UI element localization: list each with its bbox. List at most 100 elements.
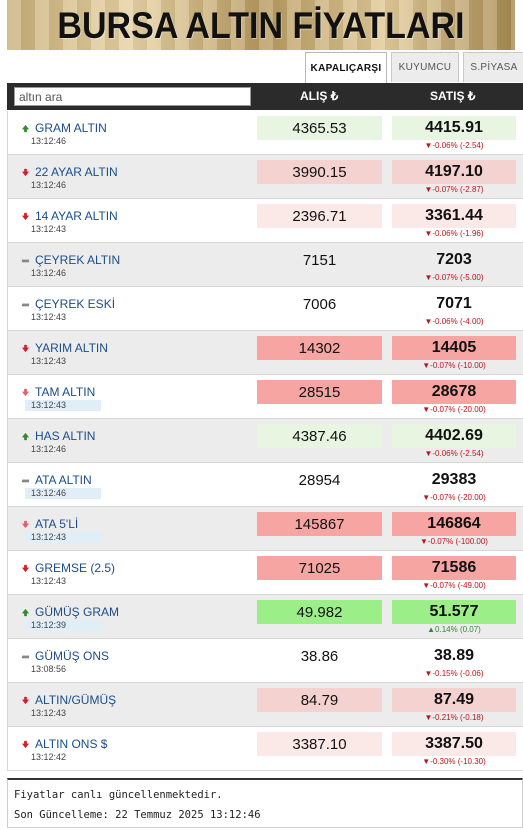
table-row[interactable]: GREMSE (2.5) 13:12:43 71025 71586 ▼-0.07% (-… — [7, 551, 523, 595]
buy-price: 7006 — [302, 295, 337, 313]
table-row[interactable]: ATA ALTIN 13:12:46 28954 29383 ▼-0.07% (-20.… — [7, 463, 523, 507]
update-time: 13:12:46 — [31, 444, 67, 454]
row-border — [7, 111, 8, 154]
row-border — [7, 199, 8, 242]
buy-price: 3387.10 — [257, 732, 382, 756]
sell-price: 7203 — [436, 251, 472, 268]
row-border — [7, 155, 8, 198]
buy-price: 4387.46 — [257, 424, 382, 448]
table-row[interactable]: ÇEYREK ALTIN 13:12:46 7151 7203 ▼-0.07% (-5.… — [7, 243, 523, 287]
buy-price: 49.982 — [257, 600, 382, 624]
item-name[interactable]: GÜMÜŞ ONS — [35, 649, 110, 663]
change-indicator: ▼-0.06% (-2.54) — [424, 141, 484, 150]
tab-kapalicarsi[interactable]: KAPALIÇARŞI — [305, 52, 387, 83]
buy-price: 3990.15 — [257, 160, 382, 184]
update-time: 13:12:43 — [31, 356, 67, 366]
item-name[interactable]: GREMSE (2.5) — [35, 561, 116, 575]
footer: Fiyatlar canlı güncellenmektedir. Son Gü… — [7, 778, 523, 828]
update-time: 13:12:43 — [25, 400, 101, 411]
change-indicator: ▼-0.07% (-10.00) — [422, 361, 486, 370]
table-row[interactable]: TAM ALTIN 13:12:43 28515 28678 ▼-0.07% (-20.… — [7, 375, 523, 419]
table-row[interactable]: ÇEYREK ESKİ 13:12:43 7006 7071 ▼-0.06% (-4.0… — [7, 287, 523, 331]
table-header: ALIŞ ₺ SATIŞ ₺ — [7, 83, 523, 110]
buy-price: 28515 — [257, 380, 382, 404]
item-name[interactable]: 22 AYAR ALTIN — [35, 165, 118, 179]
change-indicator: ▼-0.07% (-49.00) — [422, 581, 486, 590]
table-row[interactable]: ALTIN/GÜMÜŞ 13:12:43 84.79 87.49 ▼-0.21% (-0… — [7, 683, 523, 727]
buy-price: 145867 — [257, 512, 382, 536]
sell-price: 146864 — [392, 512, 516, 536]
tab-serbest-piyasa[interactable]: S.PİYASA — [463, 52, 523, 82]
down-arrow-icon — [21, 344, 30, 353]
update-time: 13:12:43 — [31, 224, 67, 234]
down-arrow-icon — [21, 168, 30, 177]
item-name[interactable]: 14 AYAR ALTIN — [35, 209, 118, 223]
tab-kuyumcu[interactable]: KUYUMCU — [391, 52, 459, 82]
down-arrow-icon — [21, 212, 30, 221]
sell-price: 51.577 — [392, 600, 516, 624]
table-row[interactable]: ALTIN ONS $13:12:42 3387.10 3387.50 ▼-0.30%… — [7, 727, 523, 771]
item-name[interactable]: ATA ALTIN — [35, 473, 92, 487]
sell-price: 29383 — [431, 471, 477, 488]
sell-price: 7071 — [436, 295, 472, 312]
item-name[interactable]: TAM ALTIN — [35, 385, 96, 399]
update-time: 13:12:43 — [31, 708, 67, 718]
buy-price: 84.79 — [257, 688, 382, 712]
item-name[interactable]: ÇEYREK ALTIN — [35, 253, 121, 267]
update-time: 13:12:43 — [25, 532, 101, 543]
table-row[interactable]: YARIM ALTIN 13:12:43 14302 14405 ▼-0.07% (-1… — [7, 331, 523, 375]
buy-price: 7151 — [302, 251, 337, 269]
sell-price: 71586 — [392, 556, 516, 580]
change-indicator: ▼-0.30% (-10.30) — [422, 757, 486, 766]
down-arrow-icon — [21, 564, 30, 573]
sell-price: 3387.50 — [392, 732, 516, 756]
up-arrow-icon — [21, 432, 30, 441]
sell-column-header: SATIŞ ₺ — [430, 89, 476, 103]
flat-dash-icon — [21, 655, 30, 659]
sell-price: 3361.44 — [392, 204, 516, 228]
change-indicator: ▼-0.15% (-0.06) — [424, 669, 484, 678]
update-time: 13:12:46 — [31, 180, 67, 190]
change-indicator: ▼-0.07% (-5.00) — [424, 273, 484, 282]
change-indicator: ▼-0.07% (-20.00) — [422, 405, 486, 414]
row-border — [7, 639, 8, 682]
change-indicator: ▼-0.07% (-2.87) — [424, 185, 484, 194]
item-name[interactable]: YARIM ALTIN — [35, 341, 108, 355]
update-time: 13:12:43 — [31, 576, 67, 586]
down-arrow-icon — [21, 520, 30, 529]
update-time: 13:12:42 — [31, 752, 67, 762]
price-table: GRAM ALTIN 13:12:46 4365.53 4415.91 ▼-0.06% … — [7, 111, 523, 771]
flat-dash-icon — [21, 303, 30, 307]
table-row[interactable]: GÜMÜŞ GRAM 13:12:39 49.982 51.577 ▲0.14% (0.… — [7, 595, 523, 639]
table-row[interactable]: 14 AYAR ALTIN 13:12:43 2396.71 3361.44 ▼-0.0… — [7, 199, 523, 243]
last-update-text: Son Güncelleme: 22 Temmuz 2025 13:12:46 — [14, 809, 261, 821]
item-name[interactable]: HAS ALTIN — [35, 429, 96, 443]
table-row[interactable]: GRAM ALTIN 13:12:46 4365.53 4415.91 ▼-0.06% … — [7, 111, 523, 155]
banner: BURSA ALTIN FİYATLARI — [7, 0, 515, 50]
buy-column-header: ALIŞ ₺ — [300, 89, 339, 103]
buy-price: 28954 — [298, 471, 341, 489]
table-row[interactable]: HAS ALTIN 13:12:46 4387.46 4402.69 ▼-0.06% (… — [7, 419, 523, 463]
table-row[interactable]: GÜMÜŞ ONS 13:08:56 38.86 38.89 ▼-0.15% (-0.0… — [7, 639, 523, 683]
buy-price: 4365.53 — [257, 116, 382, 140]
sell-price: 38.89 — [433, 647, 475, 664]
change-indicator: ▼-0.06% (-4.00) — [424, 317, 484, 326]
item-name[interactable]: ALTIN/GÜMÜŞ — [35, 693, 117, 707]
change-indicator: ▼-0.07% (-20.00) — [422, 493, 486, 502]
search-input[interactable] — [14, 87, 251, 106]
table-row[interactable]: 22 AYAR ALTIN 13:12:46 3990.15 4197.10 ▼-0.0… — [7, 155, 523, 199]
update-time: 13:12:46 — [31, 136, 67, 146]
item-name[interactable]: GRAM ALTIN — [35, 121, 107, 135]
item-name[interactable]: ATA 5'Lİ — [35, 517, 79, 531]
update-time: 13:08:56 — [31, 664, 67, 674]
buy-price: 14302 — [257, 336, 382, 360]
up-arrow-icon — [21, 124, 30, 133]
buy-price: 71025 — [257, 556, 382, 580]
item-name[interactable]: ALTIN ONS $ — [35, 737, 108, 751]
row-border — [7, 727, 8, 770]
item-name[interactable]: GÜMÜŞ GRAM — [35, 605, 119, 619]
item-name[interactable]: ÇEYREK ESKİ — [35, 297, 116, 311]
flat-dash-icon — [21, 259, 30, 263]
row-border — [7, 595, 8, 638]
table-row[interactable]: ATA 5'Lİ 13:12:43 145867 146864 ▼-0.07% (-10… — [7, 507, 523, 551]
